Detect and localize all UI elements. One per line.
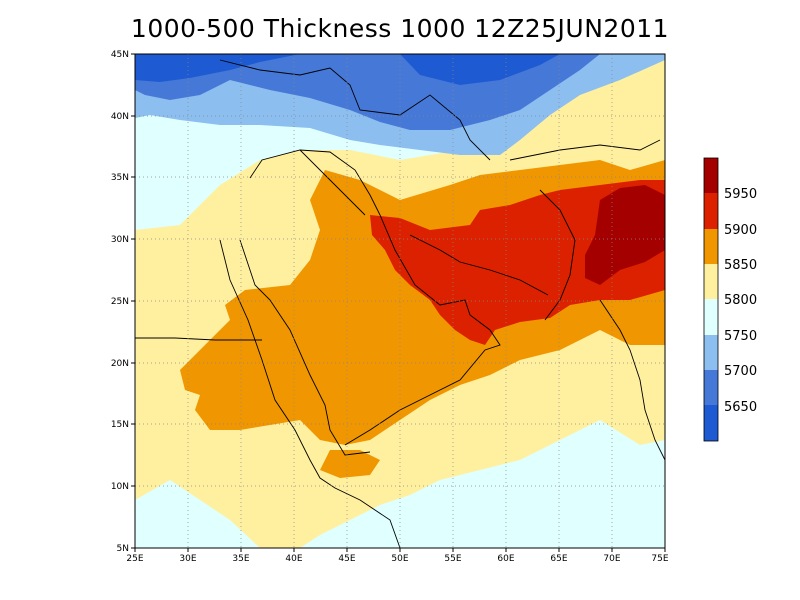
band-below-5650 bbox=[135, 54, 300, 82]
lon-label: 45E bbox=[338, 554, 355, 564]
band-5900-5950 bbox=[370, 180, 665, 345]
coastlines-borders bbox=[135, 59, 665, 548]
colorbar-swatch bbox=[704, 405, 718, 441]
lat-label: 35N bbox=[111, 173, 129, 183]
colorbar-swatch bbox=[704, 193, 718, 229]
longitude-labels: 25E 30E 35E 40E 45E 50E 55E 60E 65E 70E … bbox=[126, 554, 668, 564]
lat-label: 40N bbox=[111, 112, 129, 122]
tick-marks bbox=[131, 53, 666, 552]
colorbar: 5950 5900 5850 5800 5750 5700 5650 bbox=[703, 157, 757, 442]
lon-label: 40E bbox=[285, 554, 302, 564]
lat-label: 30N bbox=[111, 235, 129, 245]
lon-label: 35E bbox=[232, 554, 249, 564]
lat-label: 10N bbox=[111, 482, 129, 492]
lon-label: 60E bbox=[497, 554, 514, 564]
colorbar-label: 5950 bbox=[724, 187, 757, 202]
colorbar-label: 5750 bbox=[724, 329, 757, 344]
colorbar-swatch bbox=[704, 158, 718, 193]
band-5850-5900-redsea bbox=[320, 450, 380, 478]
band-below-5650-ne bbox=[400, 54, 560, 85]
colorbar-swatch bbox=[704, 370, 718, 405]
colorbar-label: 5650 bbox=[724, 400, 757, 415]
latitude-labels: 45N 40N 35N 30N 25N 20N 15N 10N 5N bbox=[111, 50, 129, 554]
lon-label: 25E bbox=[126, 554, 143, 564]
lat-label: 20N bbox=[111, 359, 129, 369]
lat-label: 45N bbox=[111, 50, 129, 60]
band-5950-plus bbox=[585, 185, 665, 285]
colorbar-label: 5850 bbox=[724, 258, 757, 273]
band-5750-5800-sw bbox=[135, 480, 260, 548]
colorbar-label: 5900 bbox=[724, 223, 757, 238]
lat-label: 15N bbox=[111, 420, 129, 430]
lon-label: 30E bbox=[179, 554, 196, 564]
lon-label: 55E bbox=[444, 554, 461, 564]
colorbar-label: 5700 bbox=[724, 364, 757, 379]
colorbar-label: 5800 bbox=[724, 293, 757, 308]
lon-label: 50E bbox=[391, 554, 408, 564]
colorbar-swatch bbox=[704, 229, 718, 264]
colorbar-swatch bbox=[704, 299, 718, 335]
lon-label: 70E bbox=[603, 554, 620, 564]
lon-label: 75E bbox=[651, 554, 668, 564]
map-title: 1000-500 Thickness 1000 12Z25JUN2011 bbox=[130, 14, 670, 43]
lon-label: 65E bbox=[550, 554, 567, 564]
lat-label: 25N bbox=[111, 297, 129, 307]
colorbar-swatch bbox=[704, 335, 718, 370]
colorbar-swatch bbox=[704, 264, 718, 299]
lat-label: 5N bbox=[117, 544, 129, 554]
graticule bbox=[135, 54, 665, 548]
